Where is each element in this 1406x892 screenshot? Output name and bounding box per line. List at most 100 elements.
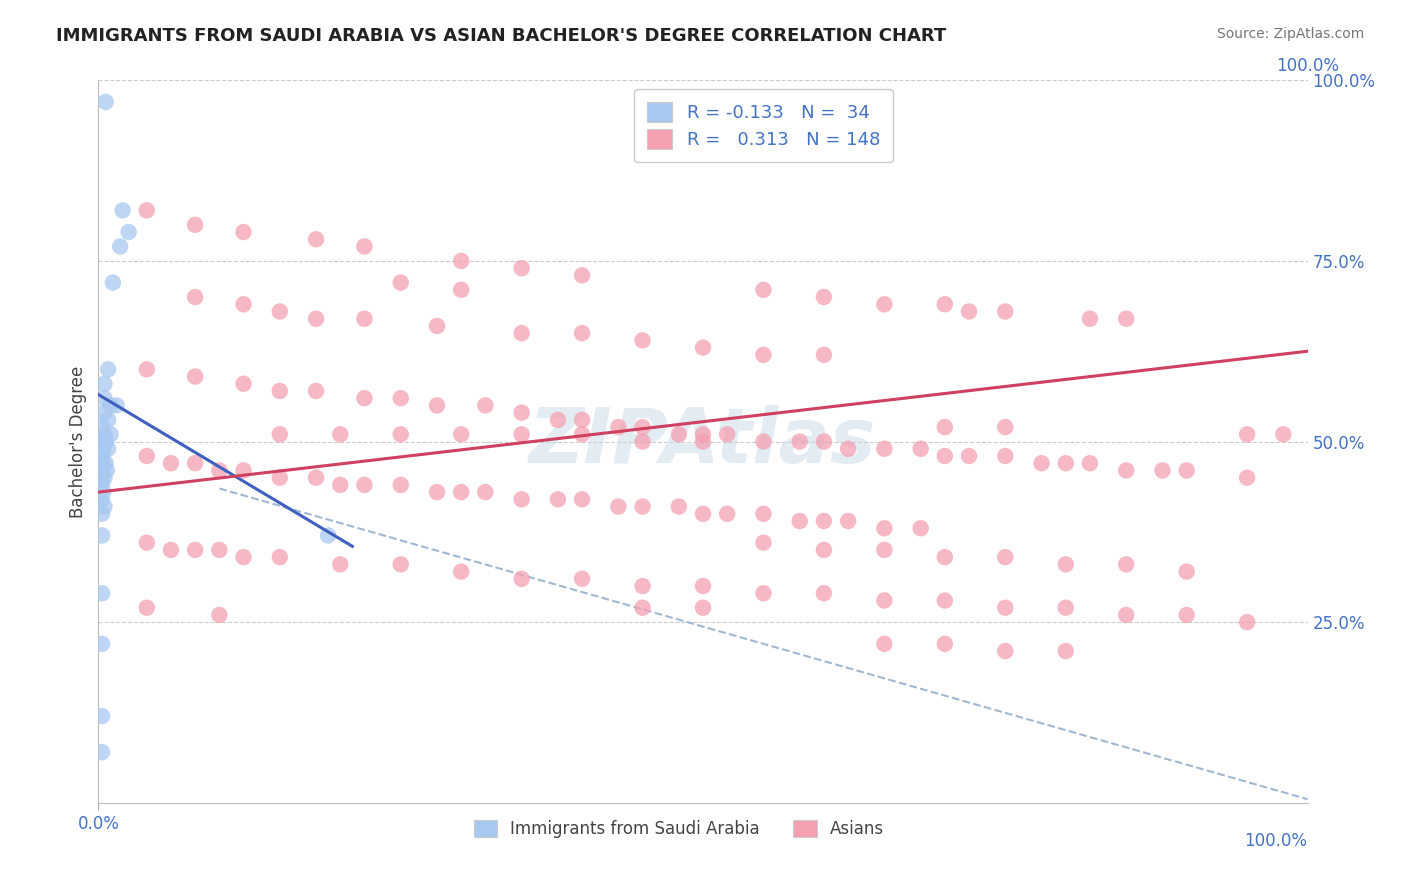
Point [631, 500, 654, 514]
Point [93, 406, 115, 420]
Point [184, 290, 207, 304]
Point [692, 600, 714, 615]
Point [873, 521, 896, 535]
Point [1115, 311, 1137, 326]
Point [837, 442, 859, 456]
Point [571, 492, 593, 507]
Point [353, 391, 375, 405]
Point [1115, 463, 1137, 477]
Point [208, 463, 231, 477]
Point [752, 586, 775, 600]
Point [716, 427, 738, 442]
Point [510, 261, 533, 276]
Point [668, 500, 690, 514]
Point [91, 528, 114, 542]
Point [571, 268, 593, 283]
Point [91, 492, 114, 507]
Point [607, 420, 630, 434]
Point [547, 492, 569, 507]
Point [692, 579, 714, 593]
Point [1054, 558, 1077, 572]
Point [510, 406, 533, 420]
Point [329, 558, 352, 572]
Point [135, 203, 157, 218]
Point [91, 463, 114, 477]
Point [1078, 456, 1101, 470]
Point [269, 384, 291, 398]
Point [101, 276, 124, 290]
Point [994, 600, 1017, 615]
Y-axis label: Bachelor's Degree: Bachelor's Degree [69, 366, 87, 517]
Point [934, 297, 956, 311]
Point [353, 239, 375, 253]
Point [91, 485, 114, 500]
Point [160, 542, 183, 557]
Point [232, 376, 254, 391]
Point [994, 550, 1017, 565]
Point [813, 290, 835, 304]
Point [957, 449, 980, 463]
Point [232, 463, 254, 477]
Point [91, 449, 114, 463]
Point [571, 572, 593, 586]
Point [389, 558, 412, 572]
Point [957, 304, 980, 318]
Point [184, 369, 207, 384]
Point [96, 463, 118, 477]
Point [934, 637, 956, 651]
Point [571, 413, 593, 427]
Point [692, 427, 714, 442]
Point [1236, 615, 1258, 630]
Point [93, 376, 115, 391]
Point [607, 500, 630, 514]
Point [813, 586, 835, 600]
Point [668, 427, 690, 442]
Point [547, 413, 569, 427]
Point [510, 326, 533, 340]
Point [692, 507, 714, 521]
Point [752, 348, 775, 362]
Point [1175, 607, 1198, 622]
Point [91, 745, 114, 759]
Point [269, 427, 291, 442]
Point [232, 550, 254, 565]
Point [329, 427, 352, 442]
Point [1236, 470, 1258, 484]
Point [426, 398, 449, 412]
Point [105, 398, 128, 412]
Point [873, 442, 896, 456]
Point [305, 470, 328, 484]
Point [1031, 456, 1053, 470]
Point [100, 427, 122, 442]
Point [873, 297, 896, 311]
Point [100, 398, 122, 412]
Point [716, 507, 738, 521]
Point [789, 434, 811, 449]
Point [837, 514, 859, 528]
Point [1078, 311, 1101, 326]
Point [316, 528, 339, 542]
Point [94, 95, 117, 109]
Text: ZIPAtlas: ZIPAtlas [529, 405, 877, 478]
Point [269, 304, 291, 318]
Point [510, 492, 533, 507]
Point [789, 514, 811, 528]
Point [692, 341, 714, 355]
Point [994, 449, 1017, 463]
Point [873, 542, 896, 557]
Point [389, 391, 412, 405]
Point [571, 326, 593, 340]
Point [1272, 427, 1295, 442]
Point [1152, 463, 1174, 477]
Point [813, 542, 835, 557]
Point [93, 427, 115, 442]
Point [305, 311, 328, 326]
Point [1054, 456, 1077, 470]
Point [305, 232, 328, 246]
Point [208, 607, 231, 622]
Point [91, 637, 114, 651]
Point [184, 542, 207, 557]
Point [450, 283, 472, 297]
Point [97, 413, 120, 427]
Point [135, 449, 157, 463]
